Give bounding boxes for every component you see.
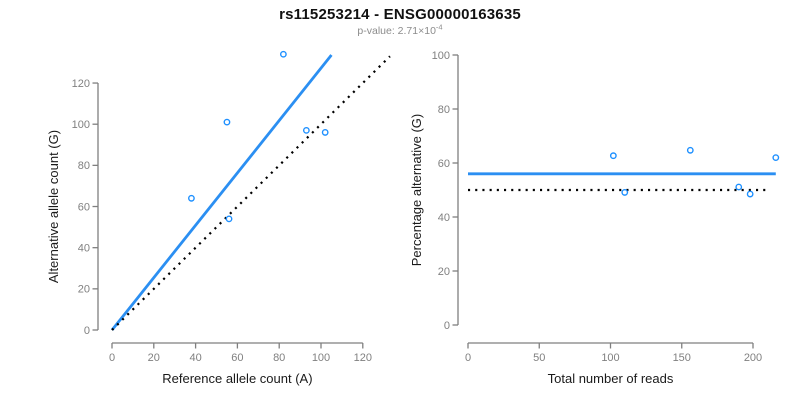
x-tick-label: 60 [231,352,243,364]
figure-subtitle: p-value: 2.71×10-4 [0,22,800,37]
data-point [735,183,743,191]
fitted-allelic-ratio [110,54,333,331]
pvalue-exponent: -4 [435,22,443,32]
data-point [621,189,629,196]
y-tick-label: 100 [432,50,450,62]
data-point [225,215,233,223]
y-tick-label: 0 [84,325,90,337]
x-tick-label: 100 [601,352,619,364]
x-tick-label: 100 [312,352,330,364]
y-tick-label: 20 [438,266,450,278]
x-tick-label: 50 [533,352,545,364]
y-axis-title: Percentage alternative (G) [409,114,424,266]
y-tick-label: 20 [78,284,90,296]
x-tick-label: 150 [673,352,691,364]
x-tick-label: 80 [273,352,285,364]
data-point [302,126,310,134]
data-point [279,50,287,58]
y-tick-label: 40 [438,212,450,224]
y-tick-label: 120 [72,78,90,90]
pvalue-text: p-value: 2.71×10 [357,25,436,37]
y-tick-label: 60 [78,201,90,213]
left-plot: 0 20 40 60 80 100 120 0 20 40 60 80 100 120 Reference … [46,50,391,386]
right-plot: 0 50 100 150 200 0 20 40 60 80 100 Total number of … [409,50,780,386]
x-axis-title: Total number of reads [548,371,674,386]
x-tick-label: 0 [109,352,115,364]
x-tick-label: 0 [465,352,471,364]
x-tick-label: 120 [354,352,372,364]
identity-line [111,55,391,331]
y-tick-label: 80 [438,104,450,116]
data-point [686,146,694,154]
data-point [746,190,754,198]
x-axis-title: Reference allele count (A) [162,371,312,386]
x-tick-label: 20 [148,352,160,364]
y-tick-label: 40 [78,242,90,254]
y-tick-label: 0 [444,320,450,332]
x-tick-label: 200 [744,352,762,364]
y-axis-title: Alternative allele count (G) [46,130,61,283]
y-tick-label: 60 [438,158,450,170]
figure-title: rs115253214 - ENSG00000163635 [279,6,521,23]
x-tick-label: 40 [189,352,201,364]
data-point [609,152,617,160]
y-tick-label: 80 [78,160,90,172]
data-point [188,194,195,202]
data-point [223,118,231,126]
data-point [321,129,329,136]
data-point [772,154,780,162]
y-tick-label: 100 [72,119,90,131]
